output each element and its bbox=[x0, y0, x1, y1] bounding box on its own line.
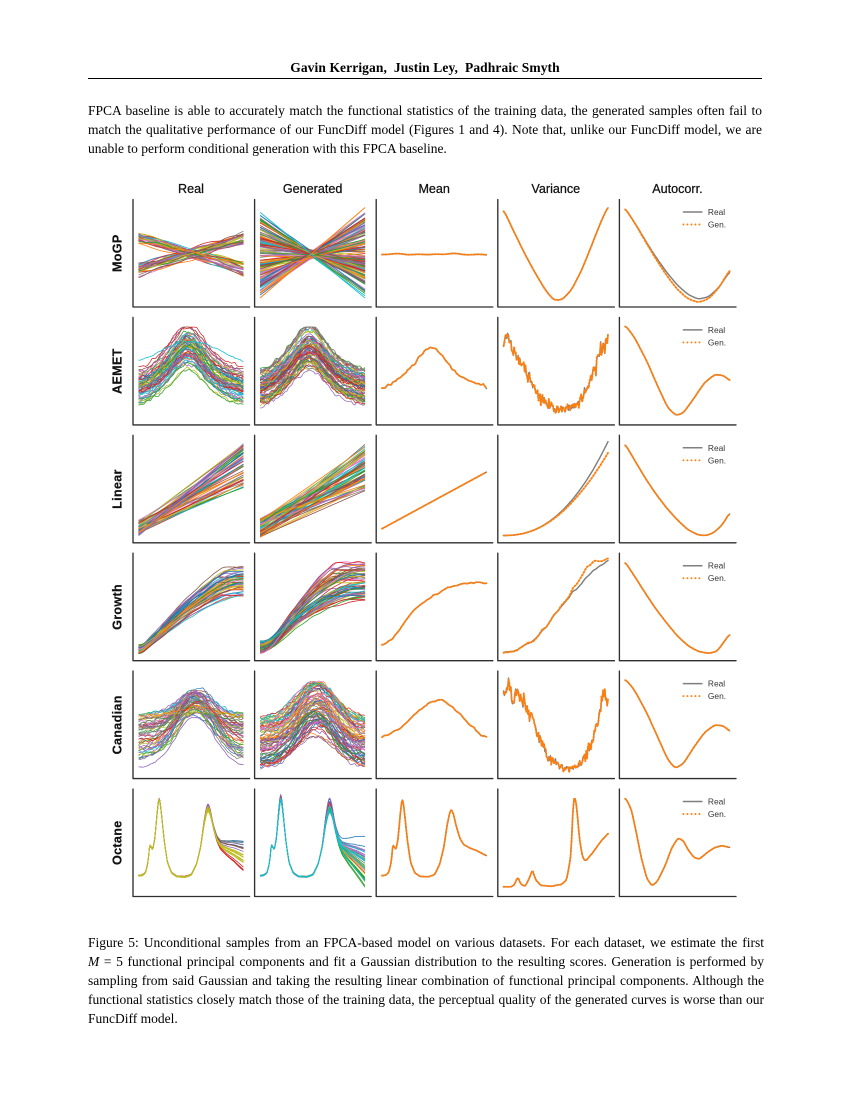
svg-text:Autocorr.: Autocorr. bbox=[652, 182, 702, 196]
svg-text:Gen.: Gen. bbox=[708, 809, 726, 819]
svg-text:AEMET: AEMET bbox=[111, 348, 125, 394]
svg-text:Gen.: Gen. bbox=[708, 337, 726, 347]
svg-text:Canadian: Canadian bbox=[111, 695, 125, 754]
svg-text:Linear: Linear bbox=[111, 469, 125, 509]
svg-text:Real: Real bbox=[708, 797, 725, 807]
svg-text:Gen.: Gen. bbox=[708, 220, 726, 230]
svg-text:Gen.: Gen. bbox=[708, 455, 726, 465]
svg-text:Real: Real bbox=[708, 443, 725, 453]
svg-text:Real: Real bbox=[708, 207, 725, 217]
svg-text:Real: Real bbox=[178, 182, 204, 196]
svg-text:Variance: Variance bbox=[531, 182, 580, 196]
svg-text:Octane: Octane bbox=[111, 821, 125, 866]
svg-text:Mean: Mean bbox=[418, 182, 450, 196]
svg-text:Growth: Growth bbox=[111, 584, 125, 630]
svg-text:Gen.: Gen. bbox=[708, 573, 726, 583]
svg-text:Real: Real bbox=[708, 325, 725, 335]
svg-text:Generated: Generated bbox=[283, 182, 343, 196]
svg-text:MoGP: MoGP bbox=[111, 234, 125, 272]
svg-text:Real: Real bbox=[708, 679, 725, 689]
svg-text:Gen.: Gen. bbox=[708, 691, 726, 701]
svg-text:Real: Real bbox=[708, 561, 725, 571]
